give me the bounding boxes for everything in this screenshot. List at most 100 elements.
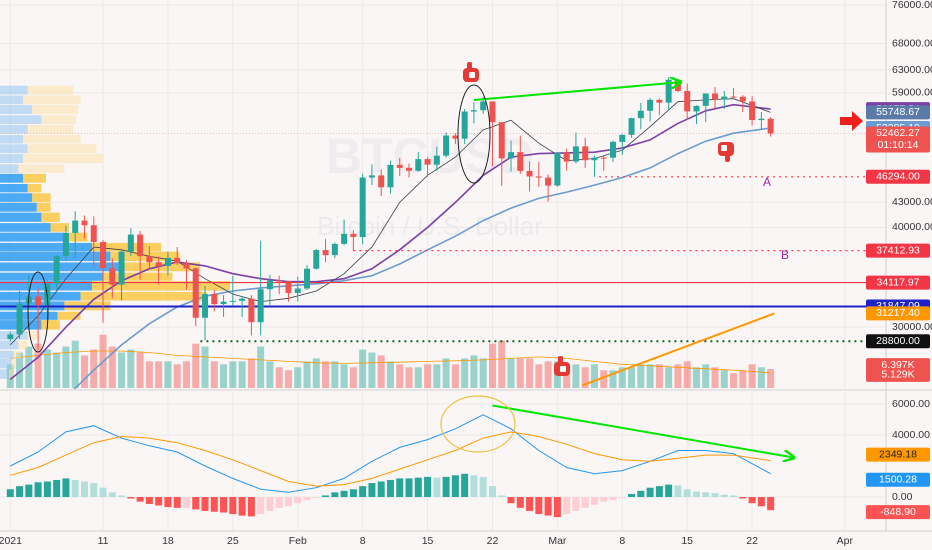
volume-bar: [80, 355, 88, 388]
volume-bar: [331, 361, 339, 388]
drawings: A B: [27, 62, 863, 453]
histogram-bar: [535, 496, 543, 515]
histogram-bar: [702, 492, 710, 497]
price-tag-label: 55748.67: [876, 106, 920, 118]
candle-body: [164, 257, 171, 266]
volume-bar: [665, 367, 673, 388]
volume-bar: [201, 346, 209, 388]
volume-bar: [340, 364, 348, 388]
candle-body: [313, 250, 320, 269]
volume-bar: [748, 364, 756, 388]
candle-body: [452, 135, 459, 139]
candle-body: [368, 175, 375, 178]
candle-body: [396, 164, 403, 168]
volume-bar: [563, 364, 571, 388]
volume-bar: [238, 361, 246, 388]
candle-body: [322, 250, 329, 256]
circle-drawing: [27, 271, 49, 353]
y-tick-label: 43000.00: [892, 196, 932, 208]
histogram-bar: [80, 481, 88, 497]
histogram-bar: [99, 487, 107, 497]
histogram-bar: [340, 490, 348, 497]
histogram-bar: [118, 495, 126, 497]
trendline: [473, 82, 680, 101]
histogram-bar: [470, 475, 478, 497]
candle-body: [656, 99, 663, 103]
profile-down: [23, 95, 81, 105]
candle-body: [387, 164, 394, 188]
candle-body: [211, 294, 218, 305]
volume-bar: [767, 369, 775, 388]
volume-bar: [720, 370, 728, 388]
histogram-bar: [136, 496, 144, 502]
histogram-bar: [127, 496, 135, 499]
profile-up: [0, 262, 120, 272]
x-tick-label: 25: [227, 535, 239, 547]
candle-body: [90, 225, 97, 242]
volume-bar: [377, 355, 385, 388]
volume-bar: [692, 367, 700, 388]
moving-average: [10, 98, 771, 346]
volume-bar: [145, 361, 153, 388]
histogram-bar: [526, 496, 534, 511]
volume-bar: [526, 358, 534, 388]
macd-tick-label: 0.00: [892, 491, 913, 503]
y-tick-label: 30000.00: [892, 321, 932, 333]
volume-bar: [572, 364, 580, 388]
candle-body: [572, 146, 579, 162]
volume-bar: [498, 340, 506, 388]
profile-up: [0, 358, 12, 369]
histogram-bar: [182, 496, 190, 508]
histogram-bar: [359, 486, 367, 497]
candle-body: [415, 159, 422, 171]
y-tick-label: 63000.00: [892, 64, 932, 76]
volume-bar: [192, 343, 200, 388]
candle-body: [202, 294, 209, 318]
profile-down: [23, 134, 81, 144]
volume-bar: [730, 373, 738, 388]
profile-down: [92, 242, 161, 252]
candle-body: [350, 233, 357, 238]
price-tag-label: 34117.97: [876, 276, 919, 288]
candle-body: [433, 155, 440, 165]
candle-body: [35, 296, 42, 306]
x-tick-label: 22: [746, 535, 758, 547]
candle-body: [81, 220, 88, 226]
x-tick-label: 11: [98, 535, 109, 547]
price-tag-label: 37412.93: [876, 244, 920, 256]
profile-up: [0, 95, 23, 105]
x-tick-label: 22: [487, 535, 499, 547]
x-tick-label: Feb: [289, 535, 307, 547]
candle-body: [7, 334, 14, 340]
volume-bar: [229, 361, 237, 388]
candle-body: [443, 135, 450, 156]
histogram-bar: [637, 490, 645, 497]
histogram-bar: [266, 496, 274, 511]
volume-bar: [461, 358, 469, 388]
histogram-bar: [507, 496, 515, 504]
candle-body: [526, 170, 533, 177]
candle-body: [563, 152, 570, 162]
histogram-bar: [720, 494, 728, 497]
volume-bar: [312, 358, 320, 388]
histogram-bar: [16, 486, 24, 497]
profile-up: [0, 311, 58, 320]
histogram-bar: [748, 496, 756, 504]
candle-body: [62, 232, 69, 257]
x-tick-label: 8: [619, 535, 625, 547]
candle-body: [146, 256, 153, 263]
candle-body: [118, 251, 125, 285]
x-tick-label: Mar: [548, 535, 567, 547]
histogram-bar: [414, 477, 422, 497]
y-tick-label: 76000.00: [892, 0, 932, 11]
candle-body: [749, 101, 756, 121]
x-tick-label: Apr: [837, 535, 854, 547]
profile-up: [0, 173, 23, 183]
volume-bar: [609, 370, 617, 388]
histogram-bar: [590, 496, 598, 505]
candle-body: [712, 93, 719, 100]
volume-bar: [322, 361, 330, 388]
candle-body: [535, 176, 542, 178]
candle-body: [508, 152, 515, 159]
